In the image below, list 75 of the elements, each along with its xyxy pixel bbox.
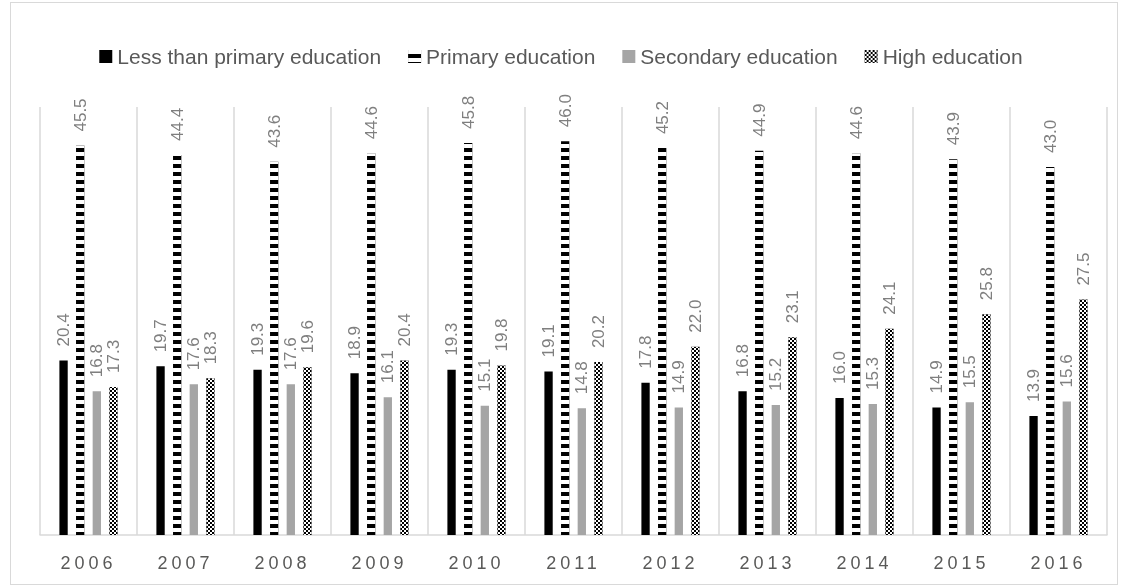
- data-label: 24.1: [879, 281, 899, 315]
- x-tick-label: 2014: [836, 553, 893, 573]
- data-label: 45.8: [458, 95, 478, 129]
- bar: [59, 360, 68, 535]
- bar: [544, 371, 553, 535]
- data-label: 15.3: [863, 356, 883, 391]
- data-label: 44.9: [749, 103, 769, 137]
- data-label: 19.3: [248, 322, 268, 356]
- data-label: 20.4: [394, 313, 414, 347]
- data-label: 23.1: [782, 290, 802, 324]
- x-tick-label: 2013: [739, 553, 796, 573]
- bar: [835, 398, 844, 535]
- data-label: 44.6: [361, 106, 381, 140]
- bar: [771, 404, 780, 535]
- data-label: 14.8: [572, 361, 592, 395]
- bar: [868, 404, 877, 535]
- data-label: 17.8: [636, 335, 656, 369]
- data-label: 45.5: [70, 98, 90, 132]
- x-tick-label: 2008: [254, 553, 311, 573]
- bar: [447, 369, 456, 535]
- data-label: 19.8: [491, 318, 511, 352]
- bar: [674, 407, 683, 535]
- data-label: 14.9: [669, 360, 689, 394]
- x-tick-label: 2012: [642, 553, 699, 573]
- data-label: 18.9: [345, 326, 365, 360]
- legend-label: Less than primary education: [117, 45, 382, 68]
- data-label: 20.4: [54, 313, 74, 347]
- data-label: 43.6: [264, 114, 284, 148]
- bar: [480, 405, 489, 535]
- data-label: 14.9: [927, 360, 947, 394]
- data-label: 15.6: [1057, 354, 1077, 388]
- bar: [641, 382, 650, 535]
- bar: [932, 407, 941, 535]
- data-label: 16.0: [830, 350, 850, 385]
- bar: [92, 391, 101, 535]
- data-label: 20.2: [588, 314, 608, 349]
- bar: [1062, 401, 1071, 535]
- bar: [965, 402, 974, 535]
- legend-label: High education: [882, 45, 1023, 68]
- data-label: 43.9: [943, 112, 963, 146]
- bar: [286, 384, 295, 535]
- x-tick-label: 2010: [448, 553, 505, 573]
- x-tick-label: 2016: [1030, 553, 1087, 573]
- data-label: 16.1: [378, 350, 398, 384]
- data-label: 45.2: [652, 100, 672, 135]
- data-label: 44.6: [846, 106, 866, 140]
- data-label: 19.3: [442, 322, 462, 356]
- bar: [577, 408, 586, 535]
- bar: [738, 391, 747, 535]
- data-label: 43.0: [1040, 119, 1060, 153]
- data-label: 19.1: [539, 324, 559, 358]
- data-label: 22.0: [685, 299, 705, 333]
- data-label: 15.2: [766, 357, 786, 391]
- x-tick-label: 2007: [157, 553, 214, 573]
- data-label: 46.0: [555, 94, 575, 128]
- data-label: 19.7: [151, 319, 171, 353]
- legend-label: Secondary education: [640, 45, 838, 68]
- bar: [189, 384, 198, 535]
- data-label: 13.9: [1024, 368, 1044, 403]
- x-tick-label: 2011: [546, 553, 601, 573]
- bar: [156, 366, 165, 535]
- data-label: 44.4: [167, 107, 187, 141]
- bar: [1029, 416, 1038, 535]
- data-label: 25.8: [976, 267, 996, 301]
- legend-label: Primary education: [426, 45, 596, 68]
- data-label: 27.5: [1073, 252, 1093, 286]
- bar: [253, 369, 262, 535]
- x-tick-label: 2006: [60, 553, 117, 573]
- data-label: 16.8: [733, 344, 753, 378]
- x-tick-label: 2015: [933, 553, 990, 573]
- bar: [350, 373, 359, 535]
- x-tick-label: 2009: [351, 553, 408, 573]
- data-label: 15.1: [475, 358, 495, 392]
- data-label: 15.5: [960, 355, 980, 389]
- bar: [383, 397, 392, 535]
